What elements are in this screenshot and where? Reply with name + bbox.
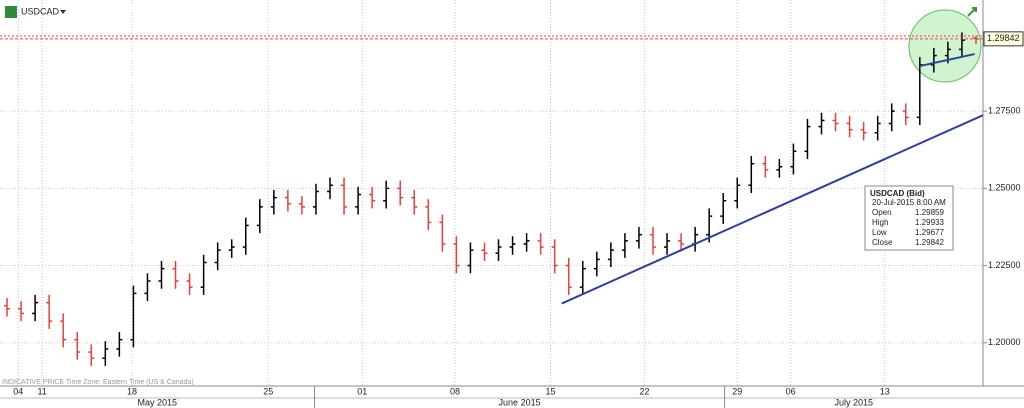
footer-note: INDICATIVE PRICE Time Zone: Eastern Time… — [2, 379, 194, 386]
info-title: USDCAD (Bid) — [870, 189, 925, 198]
x-tick-label: 11 — [37, 386, 46, 396]
x-tick-label: 08 — [450, 386, 460, 396]
info-label: Low — [872, 228, 887, 237]
info-label: Open — [872, 208, 892, 217]
chart-icon — [5, 6, 17, 18]
info-time: 20-Jul-2015 8:00 AM — [872, 198, 946, 207]
info-label: Close — [872, 238, 893, 247]
trendline — [919, 53, 975, 68]
x-tick-label: 25 — [263, 386, 273, 396]
y-tick-label: 1.22500 — [988, 260, 1021, 270]
info-label: High — [872, 218, 888, 227]
x-tick-label: 15 — [545, 386, 555, 396]
x-tick-label: 13 — [880, 386, 890, 396]
info-value: 1.29933 — [915, 218, 944, 227]
info-box: USDCAD (Bid) 20-Jul-2015 8:00 AM Open 1.2… — [864, 185, 954, 251]
price-tag — [983, 31, 1024, 47]
y-tick-label: 1.20000 — [988, 337, 1021, 347]
x-tick-label: 06 — [786, 386, 796, 396]
info-value: 1.29842 — [915, 238, 944, 247]
x-tick-label: 29 — [732, 386, 742, 396]
price-tag-label: 1.29842 — [987, 33, 1020, 43]
month-label: July 2015 — [835, 397, 874, 407]
month-label: May 2015 — [138, 397, 178, 407]
month-label: June 2015 — [499, 397, 541, 407]
dropdown-arrow[interactable] — [60, 10, 66, 14]
chart-title[interactable]: USDCAD — [21, 6, 60, 16]
info-value: 1.29677 — [915, 228, 944, 237]
y-tick-label: 1.27500 — [988, 106, 1021, 116]
info-frame — [864, 185, 954, 251]
x-tick-label: 18 — [127, 386, 137, 396]
x-tick-label: 22 — [640, 386, 650, 396]
x-tick-label: 01 — [357, 386, 367, 396]
trend-icon[interactable] — [967, 7, 977, 17]
trendline — [561, 114, 984, 305]
info-value: 1.29859 — [915, 208, 944, 217]
y-tick-label: 1.25000 — [988, 183, 1021, 193]
x-tick-label: 04 — [13, 386, 23, 396]
